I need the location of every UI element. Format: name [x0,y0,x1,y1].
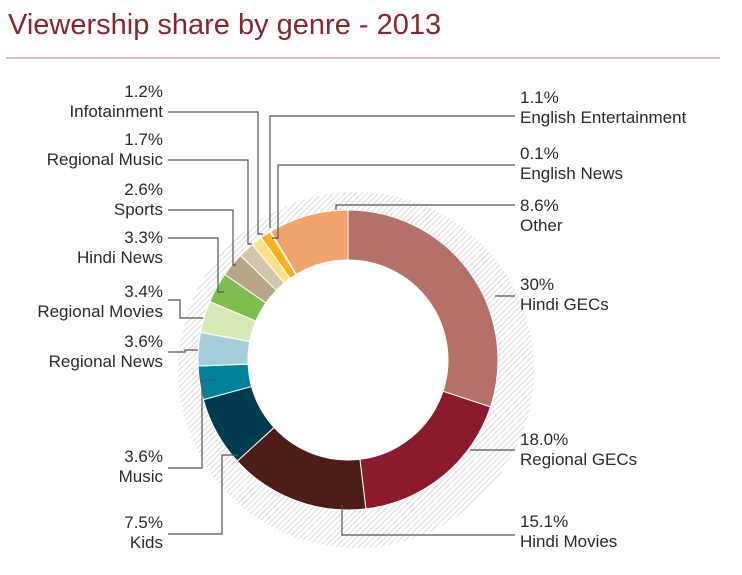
leader-line-hindi-news [168,237,224,293]
leader-line-sports [168,209,236,266]
category-label-infotainment: Infotainment [69,102,163,121]
leader-line-regional-music [168,159,252,245]
category-label-regional-movies: Regional Movies [37,302,163,321]
category-label-regional-gecs: Regional GECs [520,450,637,469]
leader-line-regional-news [168,349,198,353]
value-label-regional-music: 1.7% [124,130,163,149]
category-label-english-entertainment: English Entertainment [520,108,687,127]
leader-line-infotainment [168,111,263,235]
value-label-music: 3.6% [124,447,163,466]
category-label-hindi-movies: Hindi Movies [520,532,617,551]
donut-hole [248,260,448,460]
value-label-english-news: 0.1% [520,144,559,163]
category-label-regional-music: Regional Music [47,150,164,169]
leader-line-english-news [272,164,515,239]
category-label-sports: Sports [114,200,163,219]
category-label-hindi-news: Hindi News [77,248,163,267]
category-label-kids: Kids [130,533,163,552]
chart-title: Viewership share by genre - 2013 [8,9,441,41]
category-label-music: Music [119,467,164,486]
leader-line-kids [168,454,238,535]
leader-line-hindi-movies [341,505,515,536]
category-label-regional-news: Regional News [49,352,163,371]
value-label-regional-news: 3.6% [124,332,163,351]
leader-line-other [335,204,515,210]
value-label-hindi-news: 3.3% [124,228,163,247]
leader-line-music [168,379,215,469]
value-label-kids: 7.5% [124,513,163,532]
category-label-hindi-gecs: Hindi GECs [520,295,609,314]
value-label-sports: 2.6% [124,180,163,199]
value-label-regional-gecs: 18.0% [520,430,568,449]
value-label-other: 8.6% [520,196,559,215]
leader-line-regional-movies [168,299,203,319]
leader-lines-layer [168,111,515,536]
category-label-other: Other [520,216,563,235]
category-label-english-news: English News [520,164,623,183]
value-label-hindi-gecs: 30% [520,275,554,294]
value-label-hindi-movies: 15.1% [520,512,568,531]
value-label-regional-movies: 3.4% [124,282,163,301]
value-label-english-entertainment: 1.1% [520,88,559,107]
leader-line-english-entertainment [269,115,515,228]
value-label-infotainment: 1.2% [124,82,163,101]
slices-layer [197,209,499,511]
